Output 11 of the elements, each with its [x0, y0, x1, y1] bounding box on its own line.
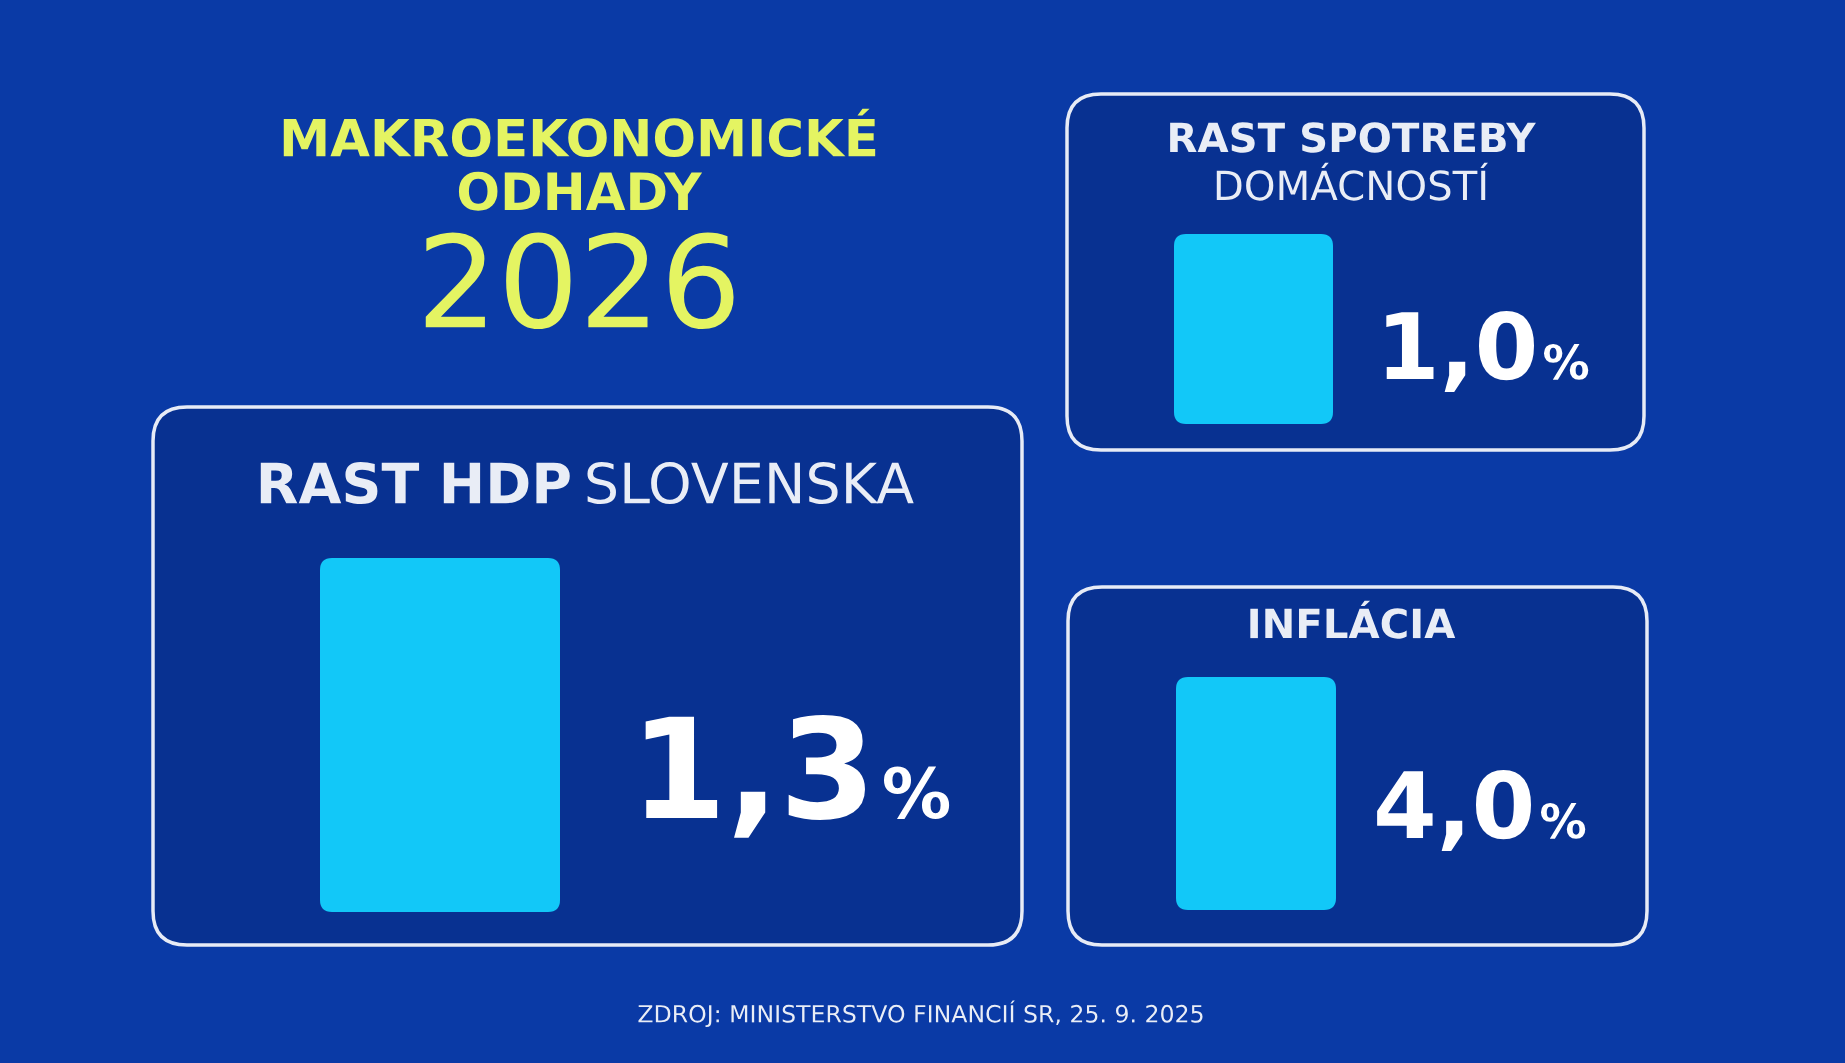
data-label: 1,0%: [1386, 310, 1589, 393]
text: DOMÁCNOSTÍ: [1216, 162, 1488, 201]
text: INFLÁCIA: [1250, 600, 1456, 639]
text: ZDROJ: MINISTERSTVO FINANCIÍ SR, 25. 9. 2025: [638, 1000, 1203, 1028]
data-label: 4,0%: [1377, 769, 1586, 852]
text: SLOVENSKA: [587, 462, 914, 505]
text: MAKROEKONOMICKÉ ODHADY: [283, 108, 876, 211]
text: 2026: [425, 232, 734, 330]
data-label: 1,3%: [645, 714, 950, 838]
text: RAST HDP: [260, 462, 570, 505]
text: RAST SPOTREBY: [1170, 122, 1536, 153]
